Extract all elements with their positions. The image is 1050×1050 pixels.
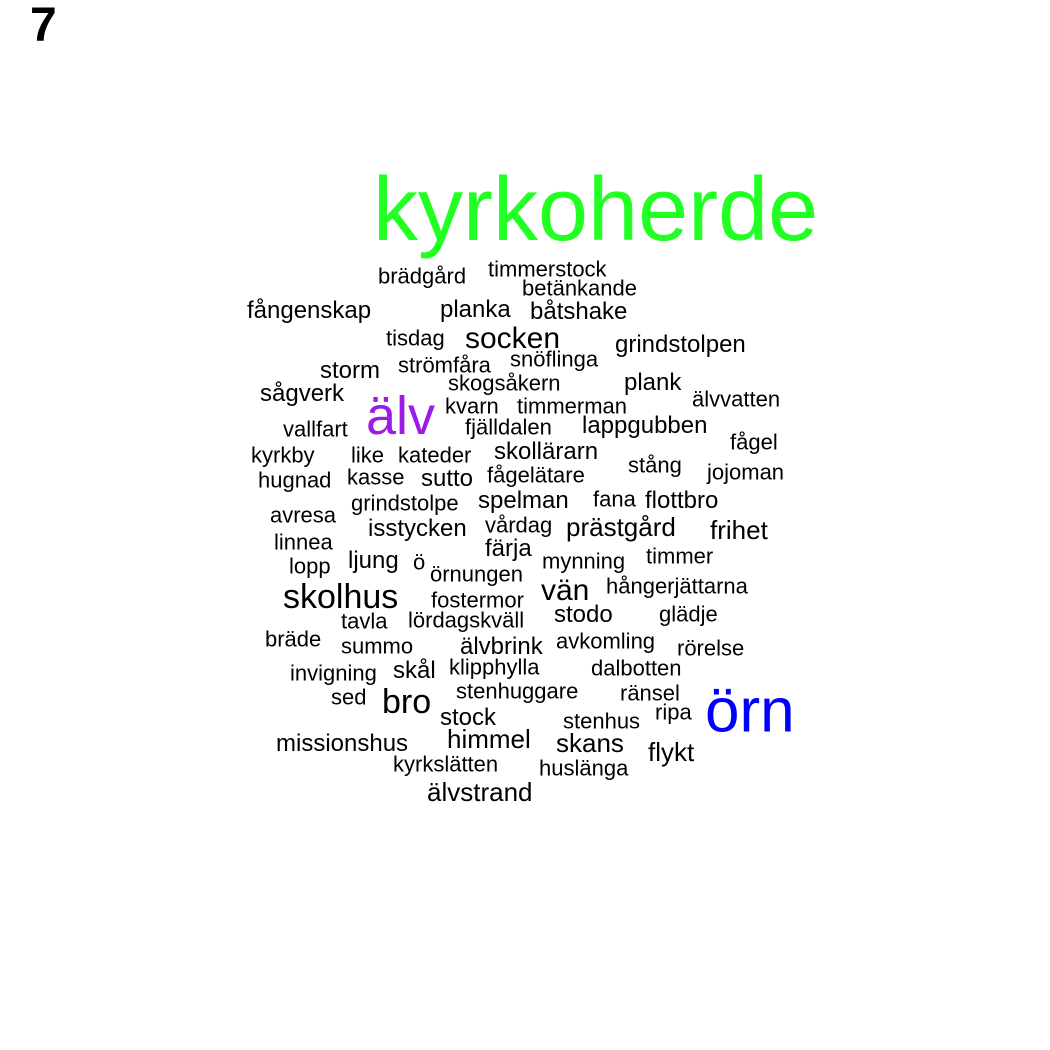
word-ripa: ripa — [655, 699, 692, 725]
word-frihet: frihet — [710, 515, 768, 546]
word-brade: bräde — [265, 626, 322, 652]
word-avresa: avresa — [270, 502, 337, 528]
word-kyrkslatten: kyrkslätten — [393, 751, 499, 777]
word-alvstrand: älvstrand — [427, 777, 533, 808]
word-timmerstock: timmerstock — [488, 256, 607, 282]
word-vallfart: vallfart — [283, 416, 348, 442]
word-storm: storm — [320, 356, 380, 384]
word-kasse: kasse — [347, 464, 405, 490]
word-kateder: kateder — [398, 442, 472, 468]
word-skans: skans — [556, 728, 624, 759]
word-lopp: lopp — [289, 553, 331, 579]
word-tavla: tavla — [341, 608, 388, 634]
word-bradgard: brädgård — [378, 263, 467, 289]
word-ljung: ljung — [348, 546, 399, 574]
word-batshake: båtshake — [530, 297, 628, 325]
word-timmer: timmer — [646, 543, 714, 569]
word-jojoman: jojoman — [707, 459, 785, 485]
word-orn: örn — [705, 676, 795, 746]
word-fana: fana — [593, 486, 636, 512]
word-kyrkoherde: kyrkoherde — [373, 160, 819, 260]
word-linnea: linnea — [274, 529, 333, 555]
word-prastgard: prästgård — [566, 512, 676, 543]
word-socken: socken — [465, 322, 561, 355]
word-bro: bro — [382, 682, 432, 721]
word-himmel: himmel — [447, 724, 531, 755]
word-fostermor: fostermor — [431, 587, 524, 613]
word-ornungen: örnungen — [430, 561, 523, 587]
word-flottbro: flottbro — [645, 486, 719, 514]
word-stenhus: stenhus — [563, 708, 641, 734]
word-kvarn: kvarn — [445, 393, 499, 419]
word-stang: stång — [628, 452, 682, 478]
word-farja: färja — [485, 534, 532, 562]
word-skollararn: skollärarn — [494, 437, 599, 465]
word-sed: sed — [331, 684, 367, 710]
word-invigning: invigning — [290, 660, 377, 686]
word-mynning: mynning — [542, 548, 626, 574]
word-avkomling: avkomling — [556, 628, 656, 654]
word-skal: skål — [393, 656, 436, 684]
word-tisdag: tisdag — [386, 325, 445, 351]
word-ransel: ränsel — [620, 680, 680, 706]
word-fagel: fågel — [730, 429, 778, 455]
word-sagverk: sågverk — [260, 379, 345, 407]
word-isstycken: isstycken — [368, 514, 467, 542]
word-like: like — [351, 442, 385, 468]
word-grindstolpe: grindstolpe — [351, 490, 459, 516]
word-stenhuggare: stenhuggare — [456, 678, 579, 704]
word-fagelatare: fågelätare — [487, 462, 585, 488]
word-betankande: betänkande — [522, 275, 637, 301]
word-fangenskap: fångenskap — [247, 296, 372, 324]
word-klipphylla: klipphylla — [449, 654, 540, 680]
word-planka: planka — [440, 295, 511, 323]
word-lappgubben: lappgubben — [582, 411, 708, 439]
word-skogsakern: skogsåkern — [448, 370, 561, 396]
word-summo: summo — [341, 633, 414, 659]
word-stromfara: strömfåra — [398, 352, 491, 378]
word-fjalldalen: fjälldalen — [465, 414, 552, 440]
word-gladje: glädje — [659, 601, 718, 627]
word-alvbrink: älvbrink — [460, 632, 543, 660]
word-rorelse: rörelse — [677, 635, 745, 661]
word-hugnad: hugnad — [258, 467, 332, 493]
word-hangerjattarna: hångerjättarna — [606, 573, 748, 599]
word-van: vän — [541, 574, 590, 607]
word-snoflinga: snöflinga — [510, 346, 599, 372]
word-alvvatten: älvvatten — [692, 386, 781, 412]
word-o: ö — [413, 549, 426, 575]
word-stock: stock — [440, 703, 497, 731]
word-plank: plank — [624, 368, 682, 396]
word-grindstolpen: grindstolpen — [615, 330, 746, 358]
panel-number: 7 — [30, 0, 57, 52]
word-alv: älv — [366, 385, 436, 446]
word-missionshus: missionshus — [276, 729, 409, 757]
word-dalbotten: dalbotten — [591, 655, 682, 681]
word-flykt: flykt — [648, 737, 695, 768]
word-skolhus: skolhus — [283, 577, 399, 616]
word-lordagskvall: lördagskväll — [408, 607, 525, 633]
word-timmerman: timmerman — [517, 393, 628, 419]
word-vardag: vårdag — [485, 512, 553, 538]
word-spelman: spelman — [478, 486, 569, 514]
word-kyrkby: kyrkby — [251, 442, 315, 468]
word-huslanga: huslänga — [539, 755, 629, 781]
word-sutto: sutto — [421, 464, 474, 492]
word-stodo: stodo — [554, 600, 613, 628]
